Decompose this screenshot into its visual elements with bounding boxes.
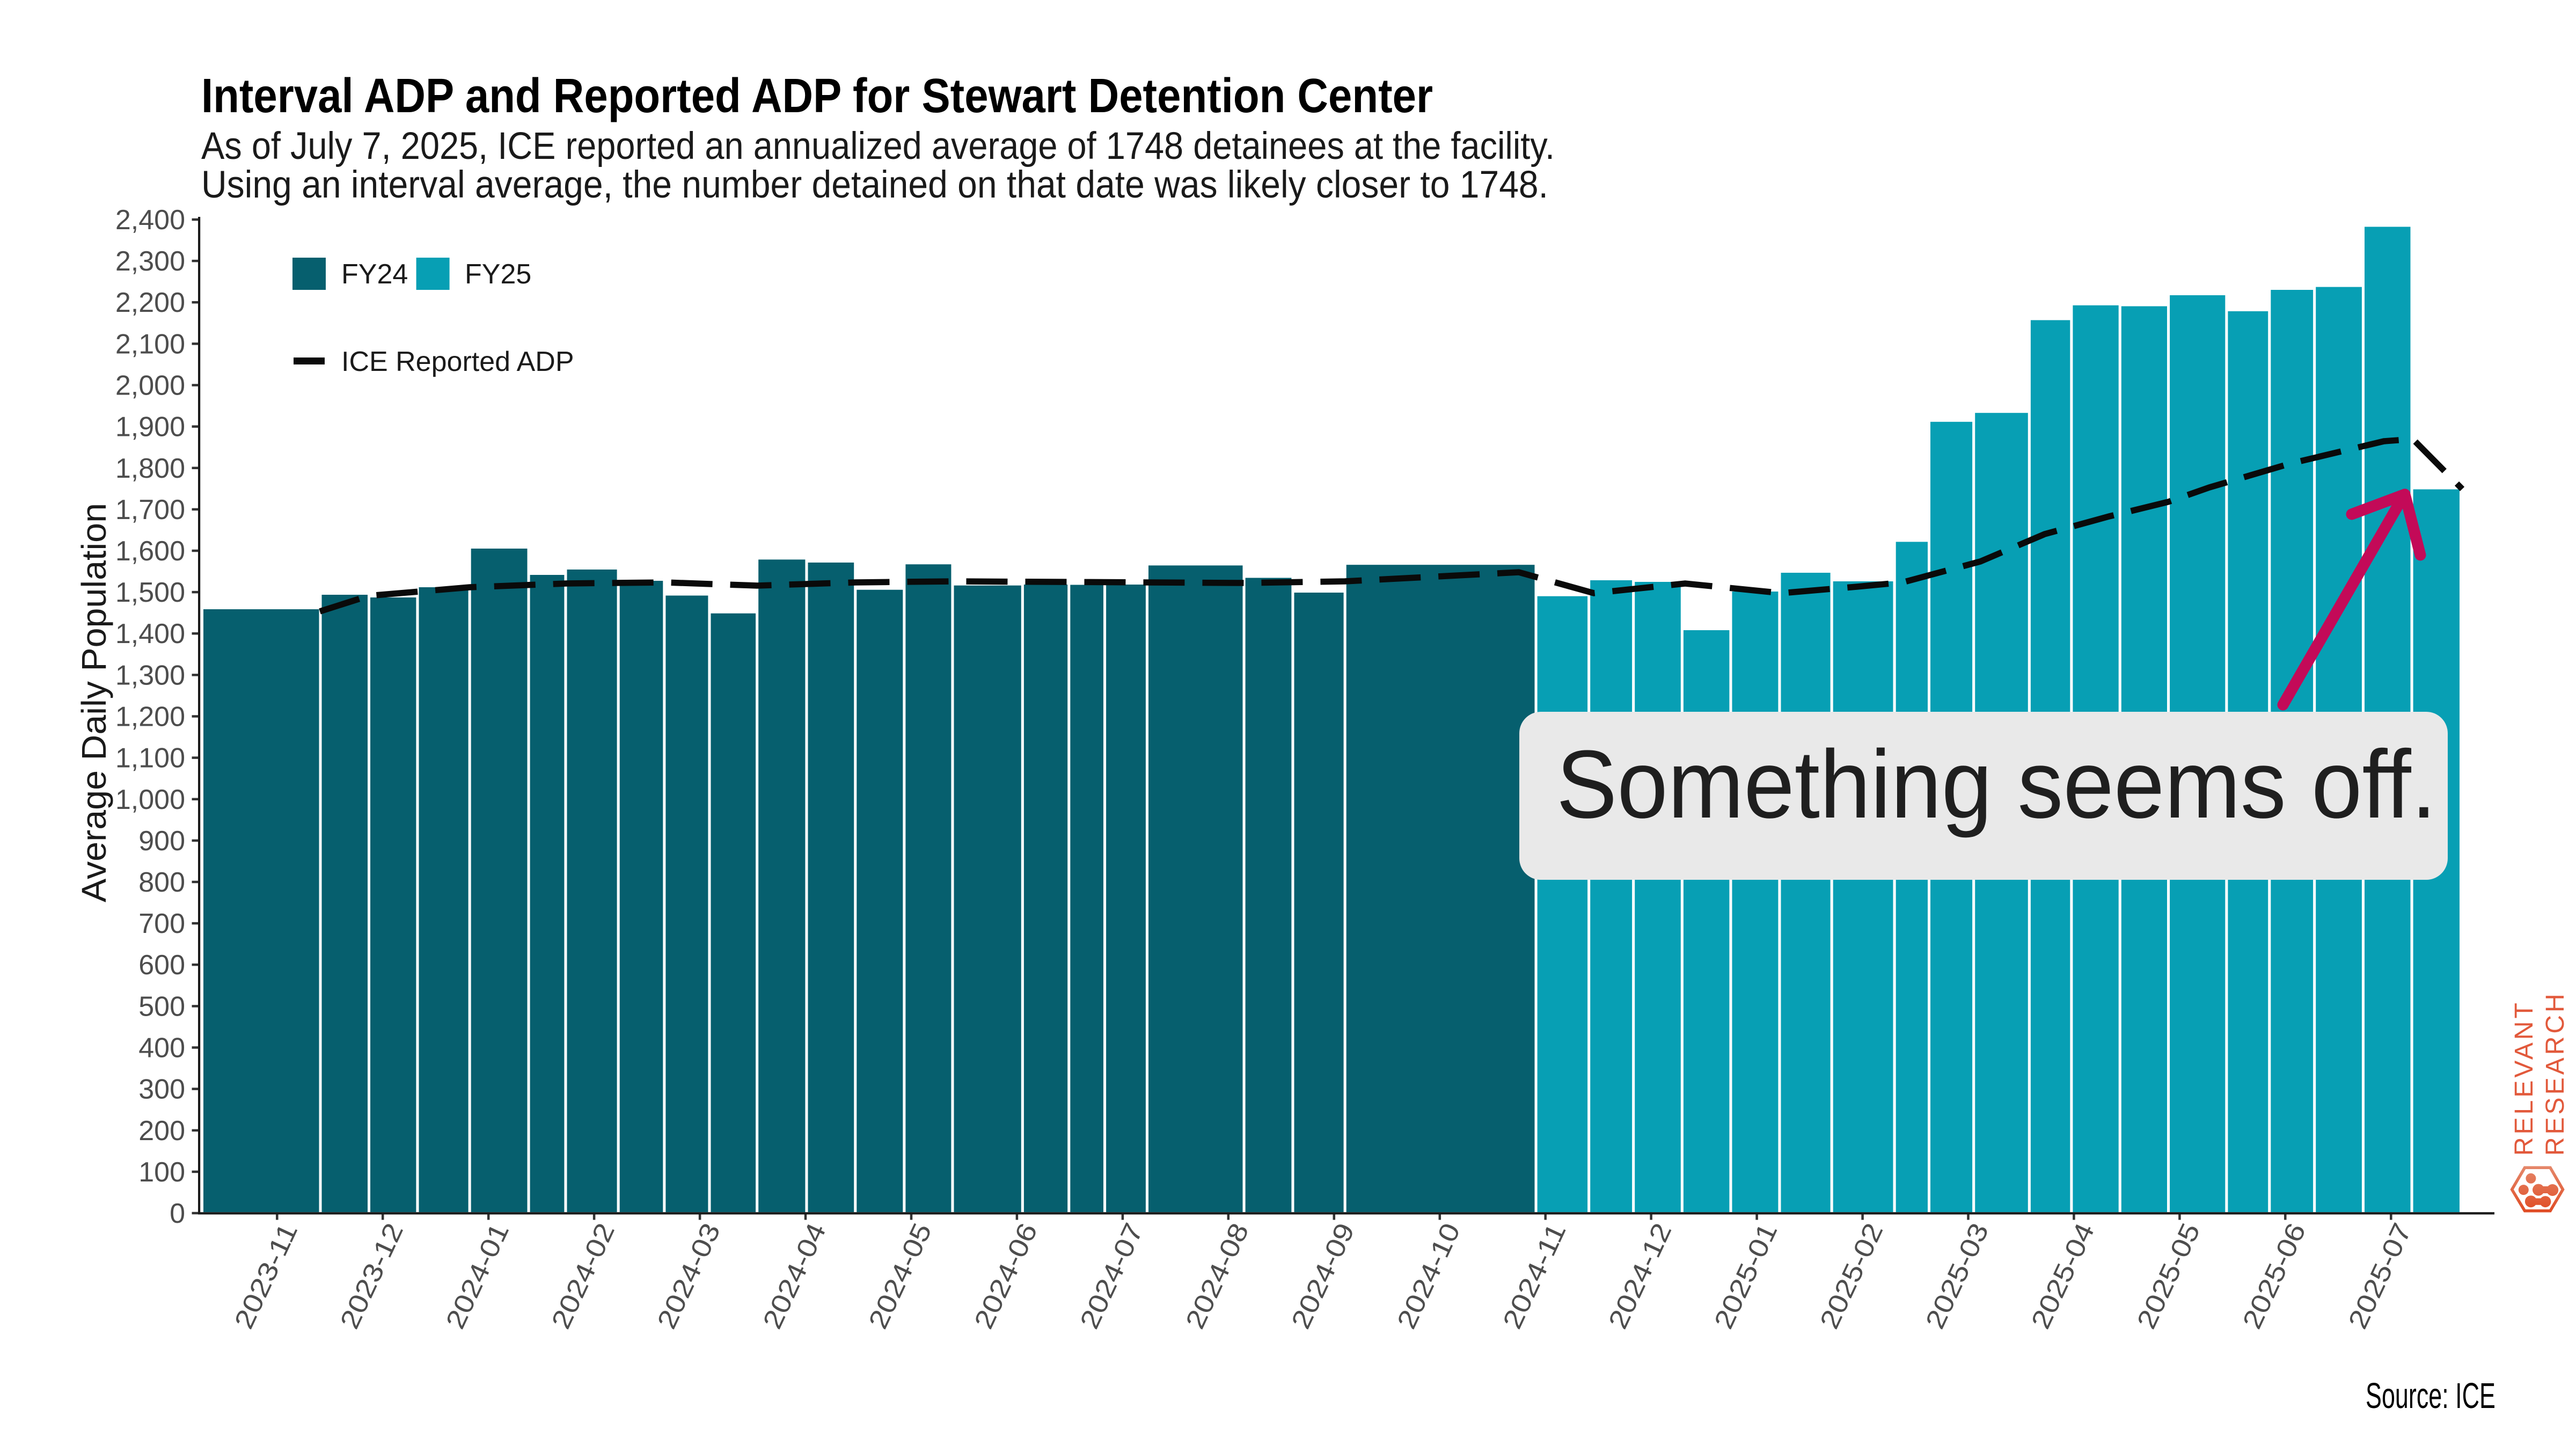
svg-text:2,200: 2,200 bbox=[115, 287, 185, 318]
svg-text:FY24: FY24 bbox=[341, 259, 408, 290]
svg-text:100: 100 bbox=[138, 1157, 185, 1188]
svg-text:0: 0 bbox=[170, 1198, 185, 1229]
svg-text:700: 700 bbox=[138, 908, 185, 939]
svg-text:200: 200 bbox=[138, 1115, 185, 1147]
svg-text:1,400: 1,400 bbox=[115, 618, 185, 650]
svg-text:1,900: 1,900 bbox=[115, 412, 185, 443]
svg-text:Using an interval average, the: Using an interval average, the number de… bbox=[201, 164, 1548, 206]
svg-text:1,200: 1,200 bbox=[115, 702, 185, 733]
svg-text:Average Daily Population: Average Daily Population bbox=[75, 503, 113, 902]
svg-text:500: 500 bbox=[138, 991, 185, 1022]
svg-text:2,000: 2,000 bbox=[115, 370, 185, 402]
svg-text:ICE Reported ADP: ICE Reported ADP bbox=[341, 346, 574, 377]
svg-text:1,300: 1,300 bbox=[115, 660, 185, 691]
svg-text:600: 600 bbox=[138, 950, 185, 981]
svg-text:1,700: 1,700 bbox=[115, 494, 185, 526]
svg-text:Interval ADP and Reported ADP: Interval ADP and Reported ADP for Stewar… bbox=[201, 69, 1433, 123]
svg-text:1,500: 1,500 bbox=[115, 577, 185, 608]
svg-text:900: 900 bbox=[138, 826, 185, 857]
svg-text:1,600: 1,600 bbox=[115, 536, 185, 567]
svg-text:RELEVANT: RELEVANT bbox=[2510, 1000, 2538, 1156]
svg-text:1,000: 1,000 bbox=[115, 784, 185, 815]
svg-text:As of July 7, 2025, ICE report: As of July 7, 2025, ICE reported an annu… bbox=[201, 125, 1555, 167]
svg-text:2,100: 2,100 bbox=[115, 329, 185, 360]
svg-text:RESEARCH: RESEARCH bbox=[2541, 991, 2570, 1156]
svg-text:2,300: 2,300 bbox=[115, 246, 185, 277]
svg-text:800: 800 bbox=[138, 867, 185, 898]
svg-text:300: 300 bbox=[138, 1074, 185, 1105]
svg-text:400: 400 bbox=[138, 1033, 185, 1064]
svg-text:2,400: 2,400 bbox=[115, 205, 185, 236]
svg-text:Source: ICE: Source: ICE bbox=[2366, 1376, 2496, 1416]
svg-text:1,800: 1,800 bbox=[115, 453, 185, 484]
svg-text:Something seems off.: Something seems off. bbox=[1556, 731, 2436, 838]
svg-text:1,100: 1,100 bbox=[115, 743, 185, 774]
svg-text:FY25: FY25 bbox=[465, 259, 531, 290]
